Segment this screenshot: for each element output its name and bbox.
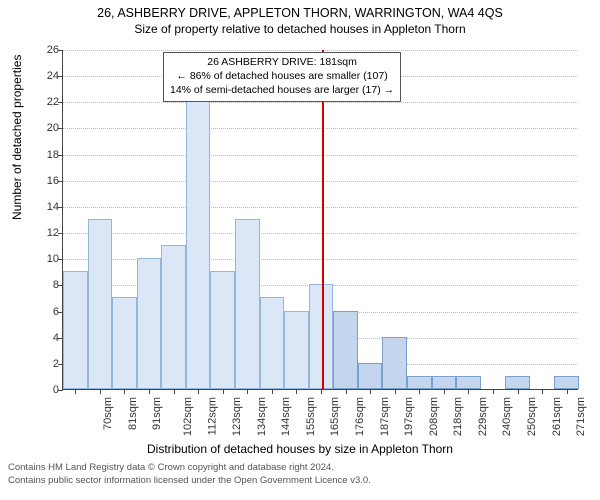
- x-tick-label: 123sqm: [231, 397, 243, 436]
- y-tick-label: 14: [47, 201, 59, 213]
- x-tick-mark: [321, 389, 322, 394]
- x-tick-mark: [493, 389, 494, 394]
- footer-line: Contains HM Land Registry data © Crown c…: [8, 462, 371, 475]
- y-tick-label: 16: [47, 175, 59, 187]
- histogram-bar: [456, 376, 481, 389]
- page-subtitle: Size of property relative to detached ho…: [0, 20, 600, 36]
- y-tick-label: 10: [47, 253, 59, 265]
- x-tick-label: 197sqm: [403, 397, 415, 436]
- x-tick-mark: [174, 389, 175, 394]
- x-tick-mark: [124, 389, 125, 394]
- x-tick-mark: [444, 389, 445, 394]
- grid-line: [63, 128, 578, 129]
- x-tick-mark: [272, 389, 273, 394]
- annotation-line: 26 ASHBERRY DRIVE: 181sqm: [170, 55, 394, 69]
- histogram-bar: [112, 297, 137, 389]
- x-tick-label: 187sqm: [379, 397, 391, 436]
- histogram-bar: [186, 101, 211, 389]
- y-tick-label: 6: [53, 306, 59, 318]
- histogram-bar: [358, 363, 383, 389]
- y-axis-label: Number of detached properties: [10, 55, 24, 220]
- x-tick-mark: [223, 389, 224, 394]
- x-tick-mark: [468, 389, 469, 394]
- x-tick-label: 70sqm: [102, 397, 114, 430]
- x-tick-label: 208sqm: [428, 397, 440, 436]
- y-tick-label: 0: [53, 384, 59, 396]
- histogram-bar: [235, 219, 260, 389]
- x-tick-mark: [542, 389, 543, 394]
- y-tick-label: 18: [47, 149, 59, 161]
- histogram-bar: [432, 376, 457, 389]
- x-tick-label: 134sqm: [256, 397, 268, 436]
- x-tick-label: 112sqm: [206, 397, 218, 435]
- histogram-bar: [505, 376, 530, 389]
- x-axis-label: Distribution of detached houses by size …: [0, 442, 600, 456]
- x-tick-label: 250sqm: [526, 397, 538, 436]
- x-tick-mark: [198, 389, 199, 394]
- histogram-bar: [407, 376, 432, 389]
- grid-line: [63, 207, 578, 208]
- x-tick-mark: [296, 389, 297, 394]
- footer-attribution: Contains HM Land Registry data © Crown c…: [8, 462, 371, 488]
- grid-line: [63, 50, 578, 51]
- histogram-bar: [333, 311, 358, 389]
- y-tick-label: 20: [47, 122, 59, 134]
- annotation-line: ← 86% of detached houses are smaller (10…: [170, 69, 394, 83]
- y-tick-label: 24: [47, 70, 59, 82]
- page-title: 26, ASHBERRY DRIVE, APPLETON THORN, WARR…: [0, 0, 600, 20]
- x-tick-label: 240sqm: [502, 397, 514, 436]
- histogram-bar: [88, 219, 113, 389]
- x-tick-label: 144sqm: [280, 397, 292, 436]
- x-tick-mark: [346, 389, 347, 394]
- x-tick-mark: [518, 389, 519, 394]
- histogram-bar: [382, 337, 407, 389]
- histogram-bar: [260, 297, 285, 389]
- x-tick-label: 91sqm: [151, 397, 163, 430]
- x-tick-label: 229sqm: [477, 397, 489, 436]
- histogram-bar: [284, 311, 309, 389]
- y-tick-label: 12: [47, 227, 59, 239]
- grid-line: [63, 181, 578, 182]
- x-tick-label: 155sqm: [305, 397, 317, 436]
- annotation-box: 26 ASHBERRY DRIVE: 181sqm ← 86% of detac…: [163, 52, 401, 102]
- x-tick-label: 102sqm: [182, 397, 194, 436]
- x-tick-label: 218sqm: [452, 397, 464, 436]
- histogram-chart: 0246810121416182022242670sqm81sqm91sqm10…: [62, 50, 578, 390]
- y-tick-label: 26: [47, 44, 59, 56]
- x-tick-label: 165sqm: [330, 397, 342, 436]
- y-tick-label: 8: [53, 279, 59, 291]
- grid-line: [63, 155, 578, 156]
- footer-line: Contains public sector information licen…: [8, 475, 371, 488]
- x-tick-mark: [247, 389, 248, 394]
- x-tick-mark: [75, 389, 76, 394]
- x-tick-label: 176sqm: [354, 397, 366, 436]
- y-tick-label: 2: [53, 358, 59, 370]
- histogram-bar: [161, 245, 186, 389]
- histogram-bar: [554, 376, 579, 389]
- x-tick-label: 271sqm: [575, 397, 587, 436]
- x-tick-mark: [419, 389, 420, 394]
- histogram-bar: [63, 271, 88, 389]
- histogram-bar: [137, 258, 162, 389]
- annotation-line: 14% of semi-detached houses are larger (…: [170, 83, 394, 97]
- grid-line: [63, 102, 578, 103]
- histogram-bar: [210, 271, 235, 389]
- x-tick-label: 261sqm: [551, 397, 563, 436]
- grid-line: [63, 233, 578, 234]
- x-tick-mark: [100, 389, 101, 394]
- x-tick-mark: [395, 389, 396, 394]
- histogram-bar: [309, 284, 334, 389]
- y-tick-label: 22: [47, 96, 59, 108]
- x-tick-mark: [370, 389, 371, 394]
- x-tick-mark: [567, 389, 568, 394]
- x-tick-label: 81sqm: [127, 397, 139, 430]
- x-tick-mark: [149, 389, 150, 394]
- y-tick-label: 4: [53, 332, 59, 344]
